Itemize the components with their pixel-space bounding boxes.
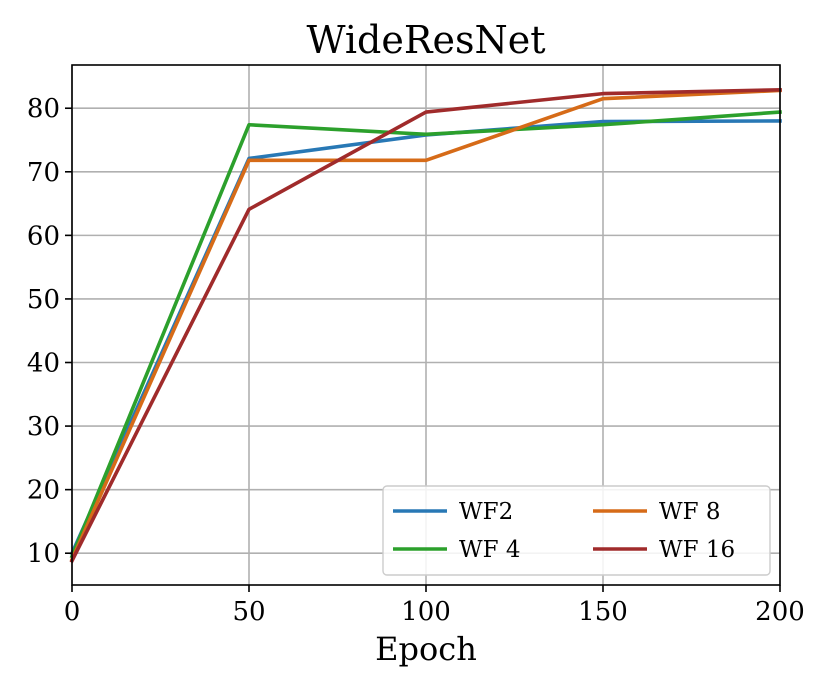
x-tick-label: 50 [232, 597, 265, 627]
y-tick-label: 20 [27, 476, 60, 506]
y-tick-label: 50 [27, 285, 60, 315]
x-tick-label: 100 [401, 597, 451, 627]
series-line-wf8 [69, 88, 782, 562]
y-tick-label: 80 [27, 94, 60, 124]
series-line-wf4 [69, 110, 782, 559]
y-tick-label: 60 [27, 221, 60, 251]
x-tick-label: 0 [64, 597, 81, 627]
legend-label: WF 4 [459, 537, 521, 563]
series-lines [69, 87, 782, 564]
x-axis-label: Epoch [375, 630, 477, 668]
x-tick-label: 200 [755, 597, 805, 627]
y-tick-label: 10 [27, 539, 60, 569]
y-tick-label: 40 [27, 349, 60, 379]
legend: WF2 WF 4 WF 8 WF 16 [382, 485, 771, 576]
legend-label: WF2 [459, 499, 513, 525]
series-line-wf16 [69, 87, 782, 564]
x-tick-label: 150 [578, 597, 628, 627]
y-tick-label: 30 [27, 412, 60, 442]
legend-box [382, 485, 771, 576]
tick-labels: 0 50 100 150 200 10 20 30 40 50 60 70 80 [27, 94, 805, 627]
chart-title: WideResNet [307, 18, 546, 62]
legend-label: WF 16 [659, 537, 735, 563]
y-tick-label: 70 [27, 158, 60, 188]
legend-label: WF 8 [659, 499, 721, 525]
